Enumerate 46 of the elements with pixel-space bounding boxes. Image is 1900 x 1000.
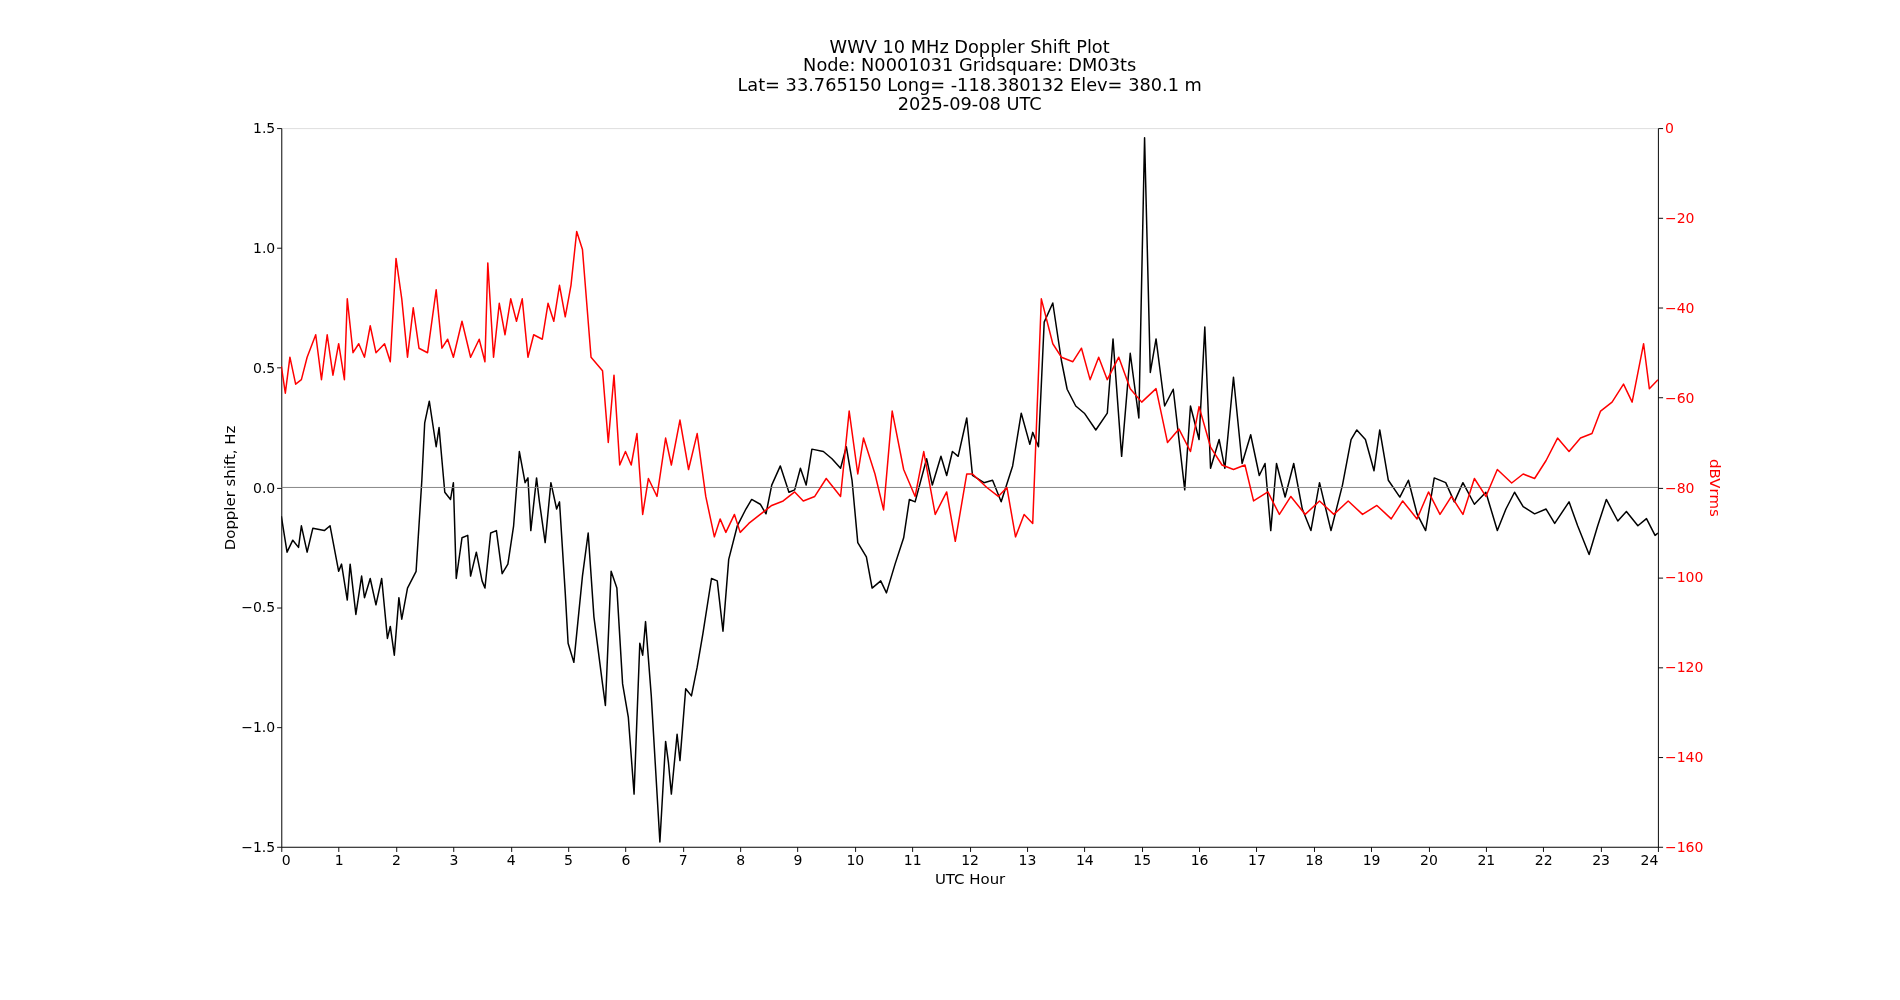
y2-tick-label: −40 bbox=[1664, 299, 1695, 316]
x-tick-label: 16 bbox=[1190, 852, 1209, 869]
y-tick-label: −1.0 bbox=[241, 719, 276, 736]
y-tick-label: 0.0 bbox=[252, 479, 276, 496]
x-tick-label: 3 bbox=[449, 852, 459, 869]
y-tick-label: −0.5 bbox=[241, 599, 276, 616]
x-tick-label: 8 bbox=[736, 852, 746, 869]
x-tick-label: 10 bbox=[846, 852, 865, 869]
y2-tick-label: 0 bbox=[1664, 120, 1674, 137]
y2-tick-label: −60 bbox=[1664, 389, 1695, 406]
y2-tick-label: −120 bbox=[1664, 659, 1704, 676]
y-tick-label: 0.5 bbox=[252, 359, 276, 376]
y2-tick-label: −100 bbox=[1664, 569, 1704, 586]
x-tick-label: 14 bbox=[1075, 852, 1094, 869]
x-tick-label: 11 bbox=[903, 852, 922, 869]
x-tick-label: 19 bbox=[1362, 852, 1381, 869]
y2-tick-label: −140 bbox=[1664, 749, 1704, 766]
y2-tick-label: −160 bbox=[1664, 838, 1704, 855]
x-tick-label: 13 bbox=[1018, 852, 1037, 869]
y-tick-label: 1.0 bbox=[252, 240, 276, 257]
chart-title: WWV 10 MHz Doppler Shift Plot bbox=[829, 37, 1110, 58]
x-tick-label: 24 bbox=[1640, 852, 1659, 869]
x-tick-label: 0 bbox=[281, 852, 291, 869]
line-series bbox=[281, 230, 1658, 543]
x-tick-label: 6 bbox=[621, 852, 631, 869]
x-tick-label: 20 bbox=[1420, 852, 1438, 869]
x-tick-label: 9 bbox=[793, 852, 803, 869]
x-tick-label: 23 bbox=[1592, 852, 1610, 869]
y-axis-title: Doppler shift, Hz bbox=[220, 425, 239, 551]
x-tick-label: 15 bbox=[1133, 852, 1152, 869]
y-tick-label: 1.5 bbox=[252, 120, 276, 137]
x-tick-label: 4 bbox=[506, 852, 516, 869]
x-tick-label: 21 bbox=[1477, 852, 1496, 869]
x-tick-label: 7 bbox=[678, 852, 688, 869]
y-tick-label: −1.5 bbox=[241, 838, 276, 855]
y2-axis-title: dBVrms bbox=[1706, 459, 1724, 517]
x-tick-label: 5 bbox=[564, 852, 574, 869]
x-tick-label: 2 bbox=[392, 852, 401, 869]
y2-tick-label: −80 bbox=[1664, 479, 1695, 496]
x-tick-label: 12 bbox=[961, 852, 980, 869]
x-tick-label: 1 bbox=[334, 852, 344, 869]
x-tick-label: 18 bbox=[1305, 852, 1324, 869]
x-tick-label: 22 bbox=[1534, 852, 1553, 869]
x-tick-label: 17 bbox=[1247, 852, 1266, 869]
y2-tick-label: −20 bbox=[1664, 210, 1695, 227]
x-axis-title: UTC Hour bbox=[934, 869, 1007, 888]
